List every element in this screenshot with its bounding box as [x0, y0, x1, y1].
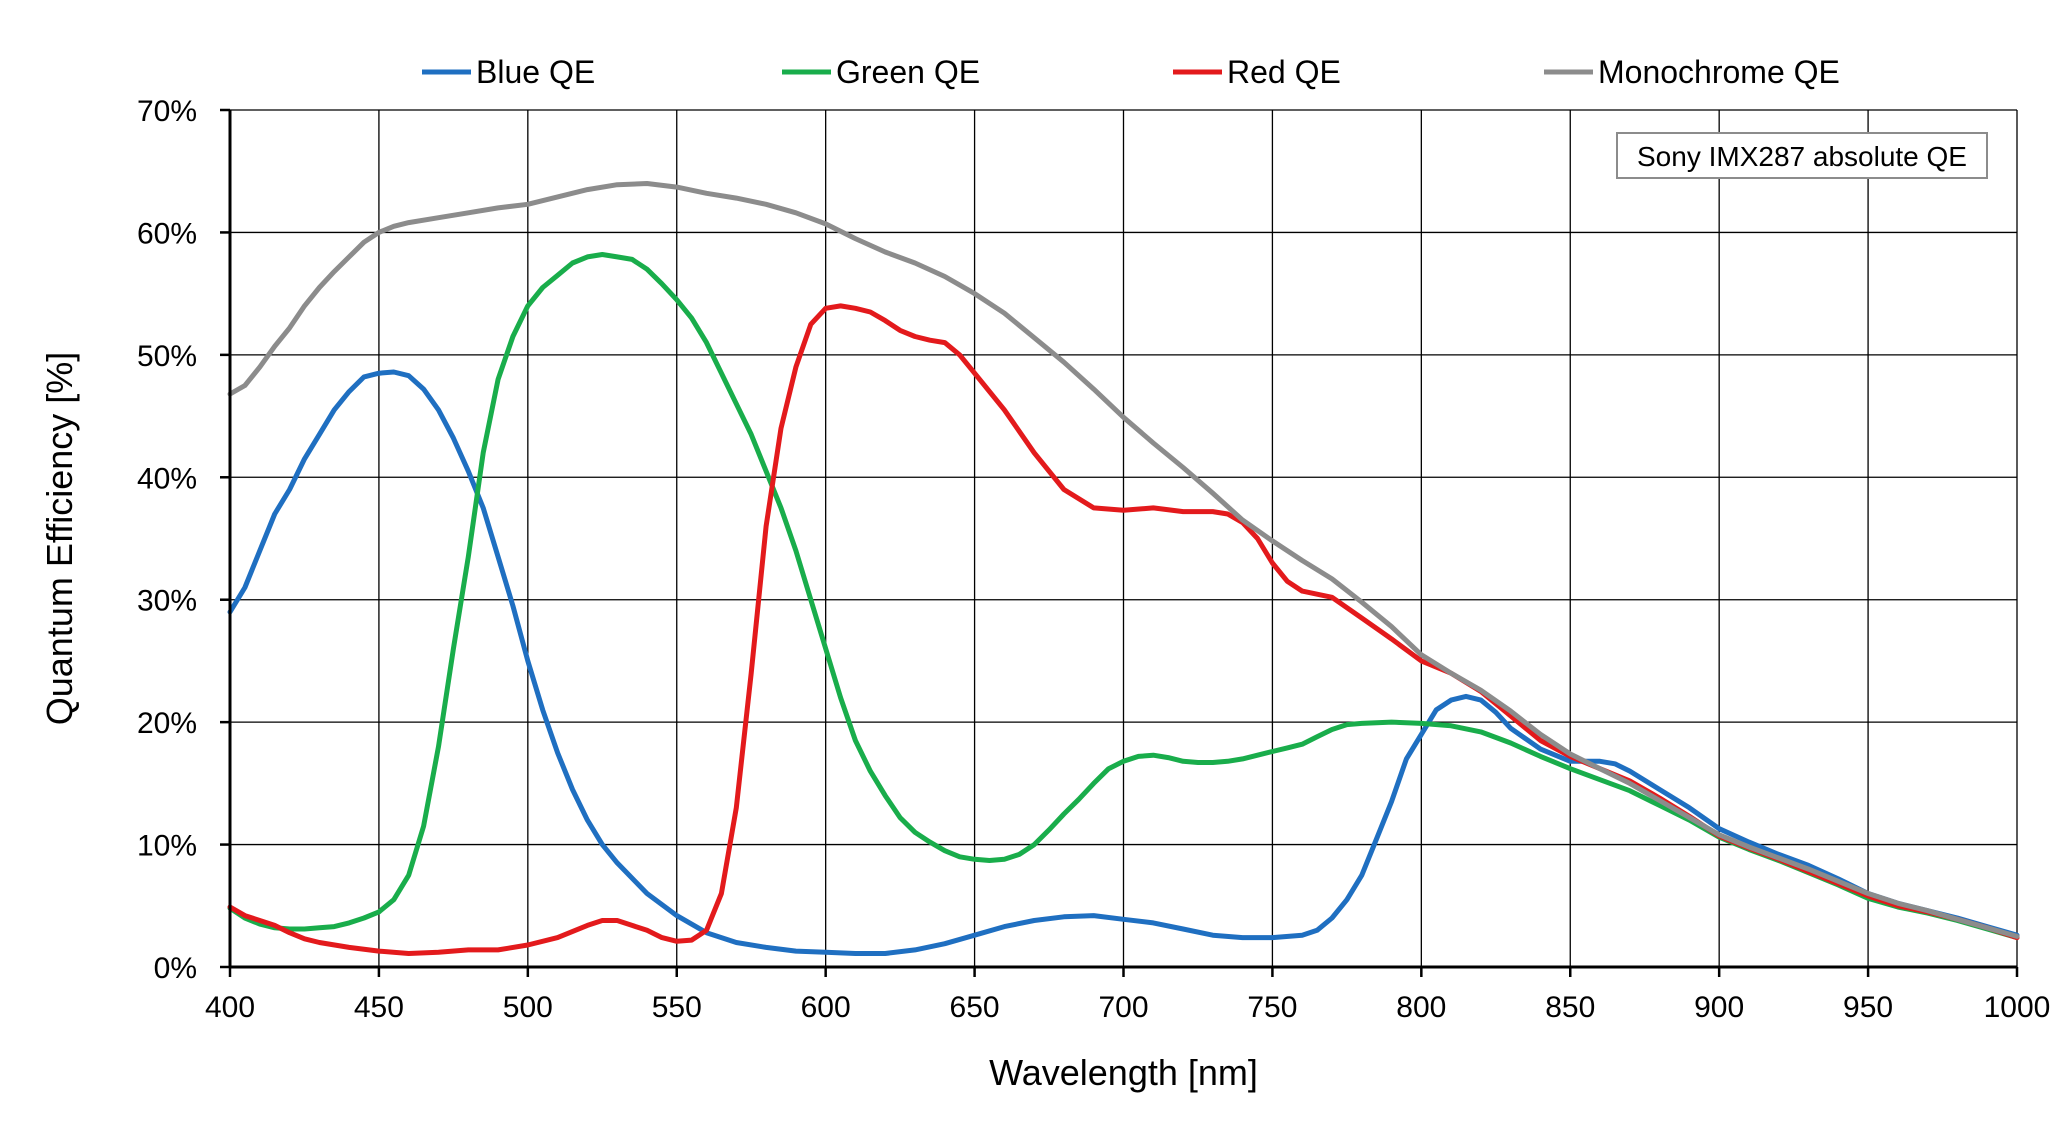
annotation-text: Sony IMX287 absolute QE: [1637, 141, 1967, 172]
y-axis-title: Quantum Efficiency [%]: [39, 352, 80, 726]
x-tick-label: 600: [801, 991, 851, 1024]
legend-label: Blue QE: [476, 54, 595, 90]
x-tick-label: 650: [950, 991, 1000, 1024]
x-axis-title: Wavelength [nm]: [989, 1052, 1258, 1093]
legend: Blue QE Green QE Red QE Monochrome QE: [422, 54, 1840, 90]
x-tick-label: 800: [1396, 991, 1446, 1024]
y-tick-label: 70%: [137, 95, 197, 128]
series-lines: [227, 181, 2020, 956]
legend-label: Red QE: [1227, 54, 1341, 90]
y-tick-label: 10%: [137, 830, 197, 863]
axes: [220, 108, 2019, 977]
y-tick-label: 20%: [137, 707, 197, 740]
x-tick-label: 500: [503, 991, 553, 1024]
x-tick-label: 900: [1694, 991, 1744, 1024]
legend-label: Green QE: [836, 54, 980, 90]
x-tick-label: 450: [354, 991, 404, 1024]
y-tick-label: 60%: [137, 217, 197, 250]
series-line-monochrome-qe: [227, 181, 2020, 939]
y-tick-label: 40%: [137, 462, 197, 495]
legend-label: Monochrome QE: [1598, 54, 1840, 90]
y-tick-label: 50%: [137, 340, 197, 373]
x-tick-label: 700: [1098, 991, 1148, 1024]
x-tick-label: 400: [205, 991, 255, 1024]
grid: [230, 109, 2018, 967]
annotation-box: Sony IMX287 absolute QE: [1616, 132, 1988, 179]
y-tick-label: 30%: [137, 585, 197, 618]
x-tick-label: 1000: [1984, 991, 2051, 1024]
x-tick-label: 850: [1545, 991, 1595, 1024]
series-line-blue-qe: [227, 369, 2020, 956]
series-line-green-qe: [227, 252, 2020, 941]
tick-labels: 400 450 500 550 600 650 700 750 800 850 900 950 1000…: [137, 95, 2050, 1024]
x-tick-label: 950: [1843, 991, 1893, 1024]
y-tick-label: 0%: [154, 952, 197, 985]
annotation-frame: [1616, 132, 1988, 179]
x-tick-label: 550: [652, 991, 702, 1024]
x-tick-label: 750: [1247, 991, 1297, 1024]
